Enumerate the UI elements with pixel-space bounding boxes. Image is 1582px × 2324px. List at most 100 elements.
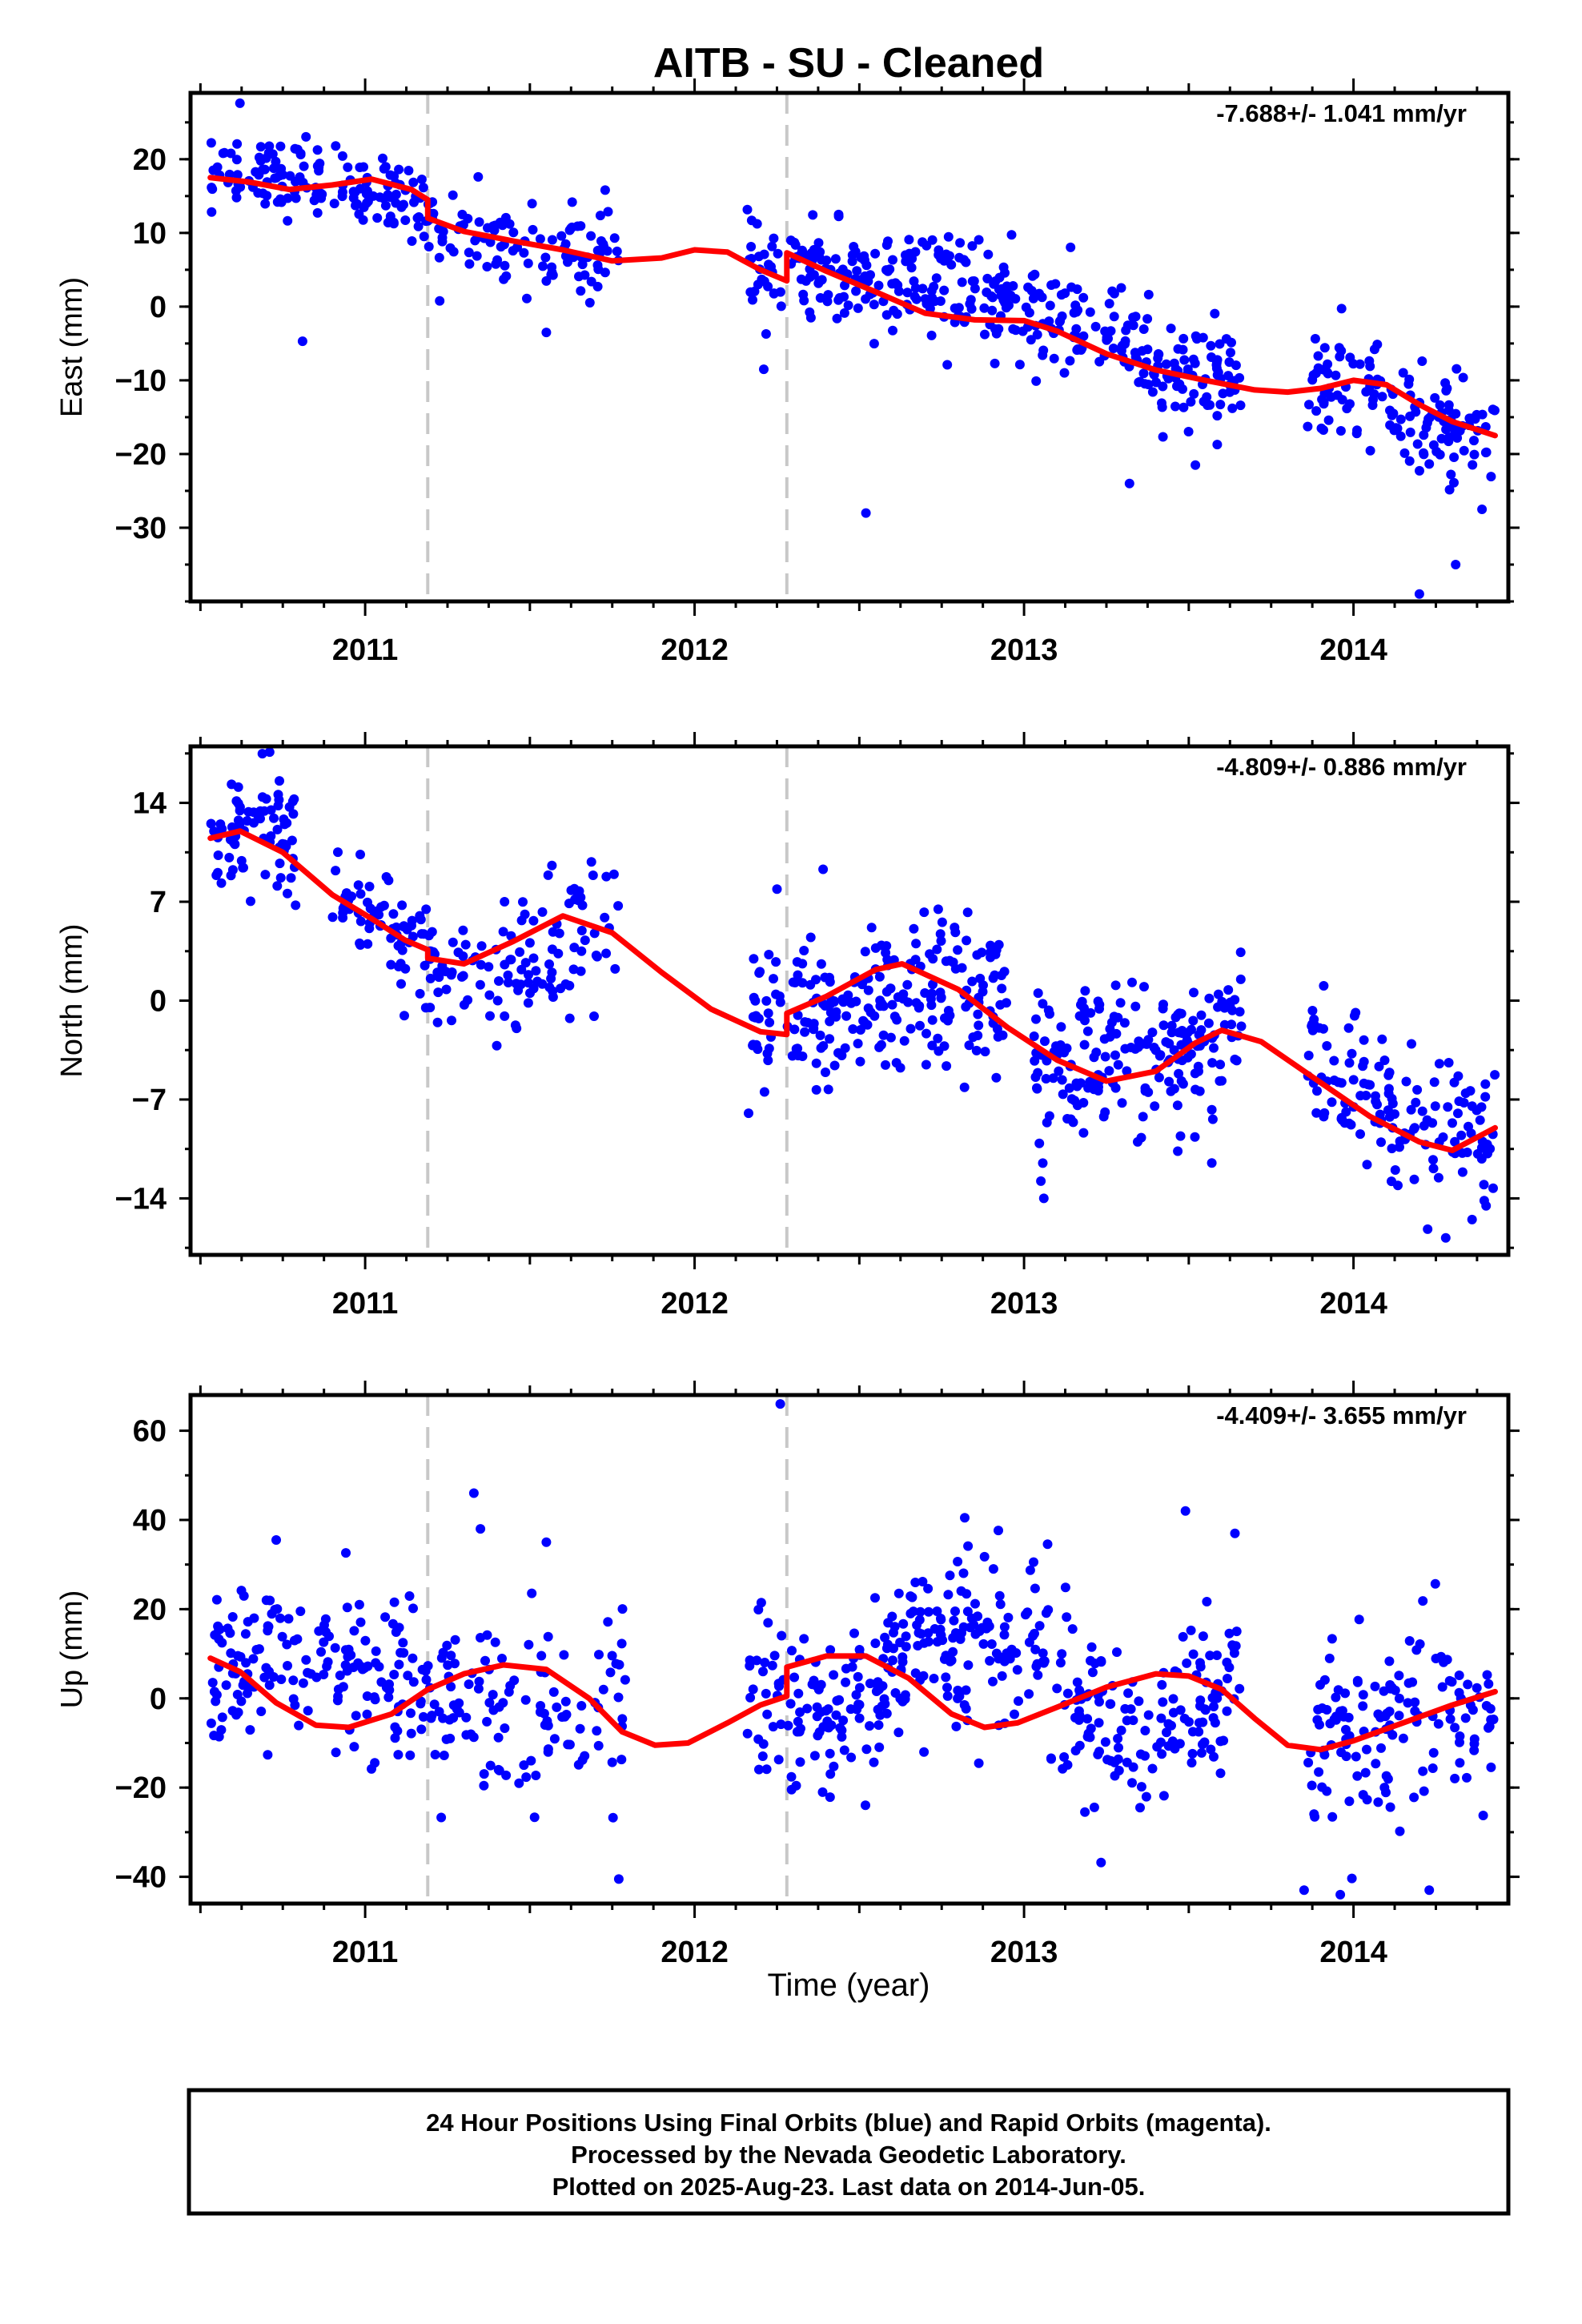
north-point xyxy=(523,998,533,1008)
east-point xyxy=(491,259,501,269)
north-point xyxy=(1383,1070,1394,1080)
east-y-tick-label: 0 xyxy=(150,291,167,324)
up-point xyxy=(324,1631,334,1642)
north-point xyxy=(818,864,829,875)
up-point xyxy=(753,1605,764,1614)
east-point xyxy=(1178,402,1189,412)
up-point xyxy=(1206,1744,1216,1755)
north-point xyxy=(1467,1214,1477,1224)
east-point xyxy=(1332,390,1343,400)
north-point xyxy=(1387,1144,1397,1154)
north-point xyxy=(829,1060,840,1071)
north-point xyxy=(927,1015,938,1025)
up-point xyxy=(768,1722,778,1732)
north-point xyxy=(371,906,382,916)
north-point xyxy=(1056,1022,1066,1032)
up-point xyxy=(548,1687,559,1697)
up-point xyxy=(1424,1885,1435,1896)
east-point xyxy=(967,241,978,251)
north-point xyxy=(1430,1101,1440,1112)
up-point xyxy=(1229,1642,1239,1653)
north-point xyxy=(227,865,238,875)
east-point xyxy=(207,207,217,217)
east-point xyxy=(1191,460,1201,470)
east-point xyxy=(1377,392,1387,402)
up-point xyxy=(1394,1693,1404,1703)
north-point xyxy=(932,944,942,955)
north-point xyxy=(458,951,468,961)
north-point xyxy=(1104,1066,1114,1076)
up-point xyxy=(263,1750,273,1760)
north-point xyxy=(881,987,892,997)
north-point xyxy=(331,866,341,876)
north-point xyxy=(243,806,254,817)
east-point xyxy=(592,281,603,292)
up-point xyxy=(1404,1636,1415,1646)
east-point xyxy=(231,192,242,203)
north-point xyxy=(289,794,299,804)
east-point xyxy=(1060,288,1070,299)
up-point xyxy=(1094,1718,1104,1728)
up-point xyxy=(1188,1649,1199,1659)
north-point xyxy=(1029,1031,1039,1041)
north-point xyxy=(1453,1108,1463,1119)
north-point xyxy=(1410,1123,1419,1133)
up-point xyxy=(1200,1704,1211,1715)
east-point xyxy=(1367,400,1378,410)
north-point xyxy=(1344,1058,1355,1068)
up-point xyxy=(773,1679,784,1689)
north-point xyxy=(1409,1174,1419,1184)
up-point xyxy=(1419,1786,1429,1796)
up-point xyxy=(500,1723,510,1733)
north-point xyxy=(1033,988,1043,999)
up-point xyxy=(1141,1791,1151,1802)
north-point xyxy=(1089,1084,1099,1095)
east-point xyxy=(748,295,757,305)
north-point xyxy=(233,798,243,809)
up-point xyxy=(301,1655,311,1665)
east-point xyxy=(1231,360,1241,371)
north-point xyxy=(816,959,826,969)
east-point xyxy=(1369,344,1379,355)
up-point xyxy=(970,1598,980,1609)
up-point xyxy=(936,1614,946,1623)
north-point xyxy=(945,955,955,966)
north-point xyxy=(353,880,363,891)
up-point xyxy=(1024,1689,1034,1699)
north-point xyxy=(492,995,503,1006)
east-point xyxy=(593,264,604,275)
north-point xyxy=(1122,1066,1132,1076)
up-point xyxy=(1486,1715,1496,1725)
up-point xyxy=(340,1660,351,1671)
up-point xyxy=(1360,1767,1371,1778)
up-point xyxy=(482,1716,492,1727)
up-point xyxy=(1182,1658,1192,1668)
up-point xyxy=(383,1692,394,1703)
north-point xyxy=(1434,1059,1444,1069)
north-point xyxy=(266,805,276,815)
north-point xyxy=(927,1040,938,1051)
up-point xyxy=(277,1631,287,1642)
north-point xyxy=(1082,1026,1093,1036)
north-point xyxy=(936,936,946,946)
east-point xyxy=(1403,379,1414,389)
east-point xyxy=(598,239,608,249)
up-point xyxy=(576,1701,587,1711)
east-point xyxy=(1038,350,1048,360)
east-point xyxy=(1435,449,1445,460)
up-point xyxy=(1060,1582,1070,1593)
north-point xyxy=(408,931,418,942)
east-point xyxy=(407,236,417,246)
north-point xyxy=(962,907,973,918)
north-point xyxy=(398,922,408,931)
east-point xyxy=(258,188,268,199)
east-point xyxy=(538,261,548,271)
up-point xyxy=(1157,1749,1167,1759)
up-point xyxy=(389,1597,400,1607)
up-point xyxy=(560,1696,571,1707)
up-point xyxy=(865,1679,875,1689)
east-point xyxy=(893,280,903,291)
east-point xyxy=(814,276,825,287)
north-point xyxy=(1058,1089,1068,1100)
